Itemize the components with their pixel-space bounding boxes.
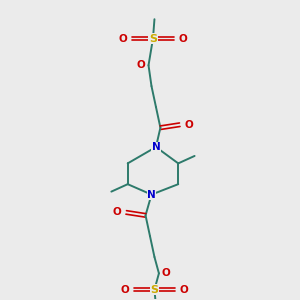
Text: O: O	[184, 120, 193, 130]
Text: N: N	[147, 190, 156, 200]
Text: N: N	[152, 142, 160, 152]
Text: O: O	[119, 34, 128, 44]
Text: O: O	[180, 285, 189, 295]
Text: O: O	[162, 268, 171, 278]
Text: O: O	[120, 285, 129, 295]
Text: O: O	[178, 34, 187, 44]
Text: S: S	[151, 285, 158, 295]
Text: O: O	[137, 60, 146, 70]
Text: S: S	[149, 34, 157, 44]
Text: O: O	[113, 207, 122, 218]
